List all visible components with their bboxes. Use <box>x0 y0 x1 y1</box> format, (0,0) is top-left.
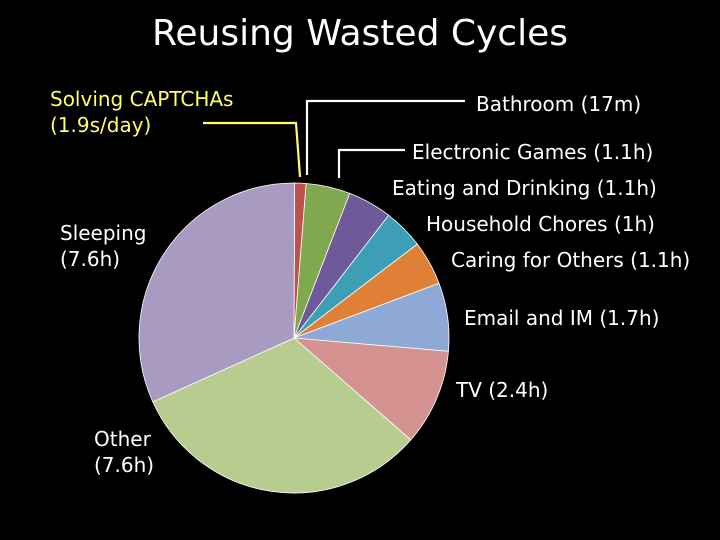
pie-slice-other <box>152 337 412 494</box>
leader-line-bathroom <box>305 99 465 175</box>
label-captchas-line2: (1.9s/day) <box>50 113 152 138</box>
label-other-line1: Other <box>94 427 151 451</box>
label-captchas-line1: Solving CAPTCHAs <box>50 87 234 111</box>
label-sleeping-line2: (7.6h) <box>60 247 121 272</box>
pie-slice-tv <box>292 337 449 441</box>
label-bathroom: Bathroom (17m) <box>476 92 642 116</box>
pie-slice-sleeping <box>138 182 296 403</box>
label-household-chores: Household Chores (1h) <box>426 212 655 236</box>
label-other-line2: (7.6h) <box>94 453 155 478</box>
label-tv: TV (2.4h) <box>456 378 549 402</box>
leader-lines <box>305 99 465 178</box>
label-sleeping-line1: Sleeping <box>60 221 147 245</box>
label-eating-drinking: Eating and Drinking (1.1h) <box>392 176 657 200</box>
chart-title: Reusing Wasted Cycles <box>151 13 569 54</box>
label-other: Other (7.6h) <box>94 426 154 479</box>
leader-line-captchas <box>203 121 302 178</box>
label-electronic-games: Electronic Games (1.1h) <box>412 140 654 164</box>
label-sleeping: Sleeping (7.6h) <box>60 220 146 273</box>
label-email-im: Email and IM (1.7h) <box>464 306 660 330</box>
pie-slices <box>138 182 450 494</box>
label-captchas: Solving CAPTCHAs (1.9s/day) <box>50 86 233 139</box>
leader-line-electronic-games <box>337 148 405 178</box>
label-caring-for-others: Caring for Others (1.1h) <box>451 248 691 272</box>
